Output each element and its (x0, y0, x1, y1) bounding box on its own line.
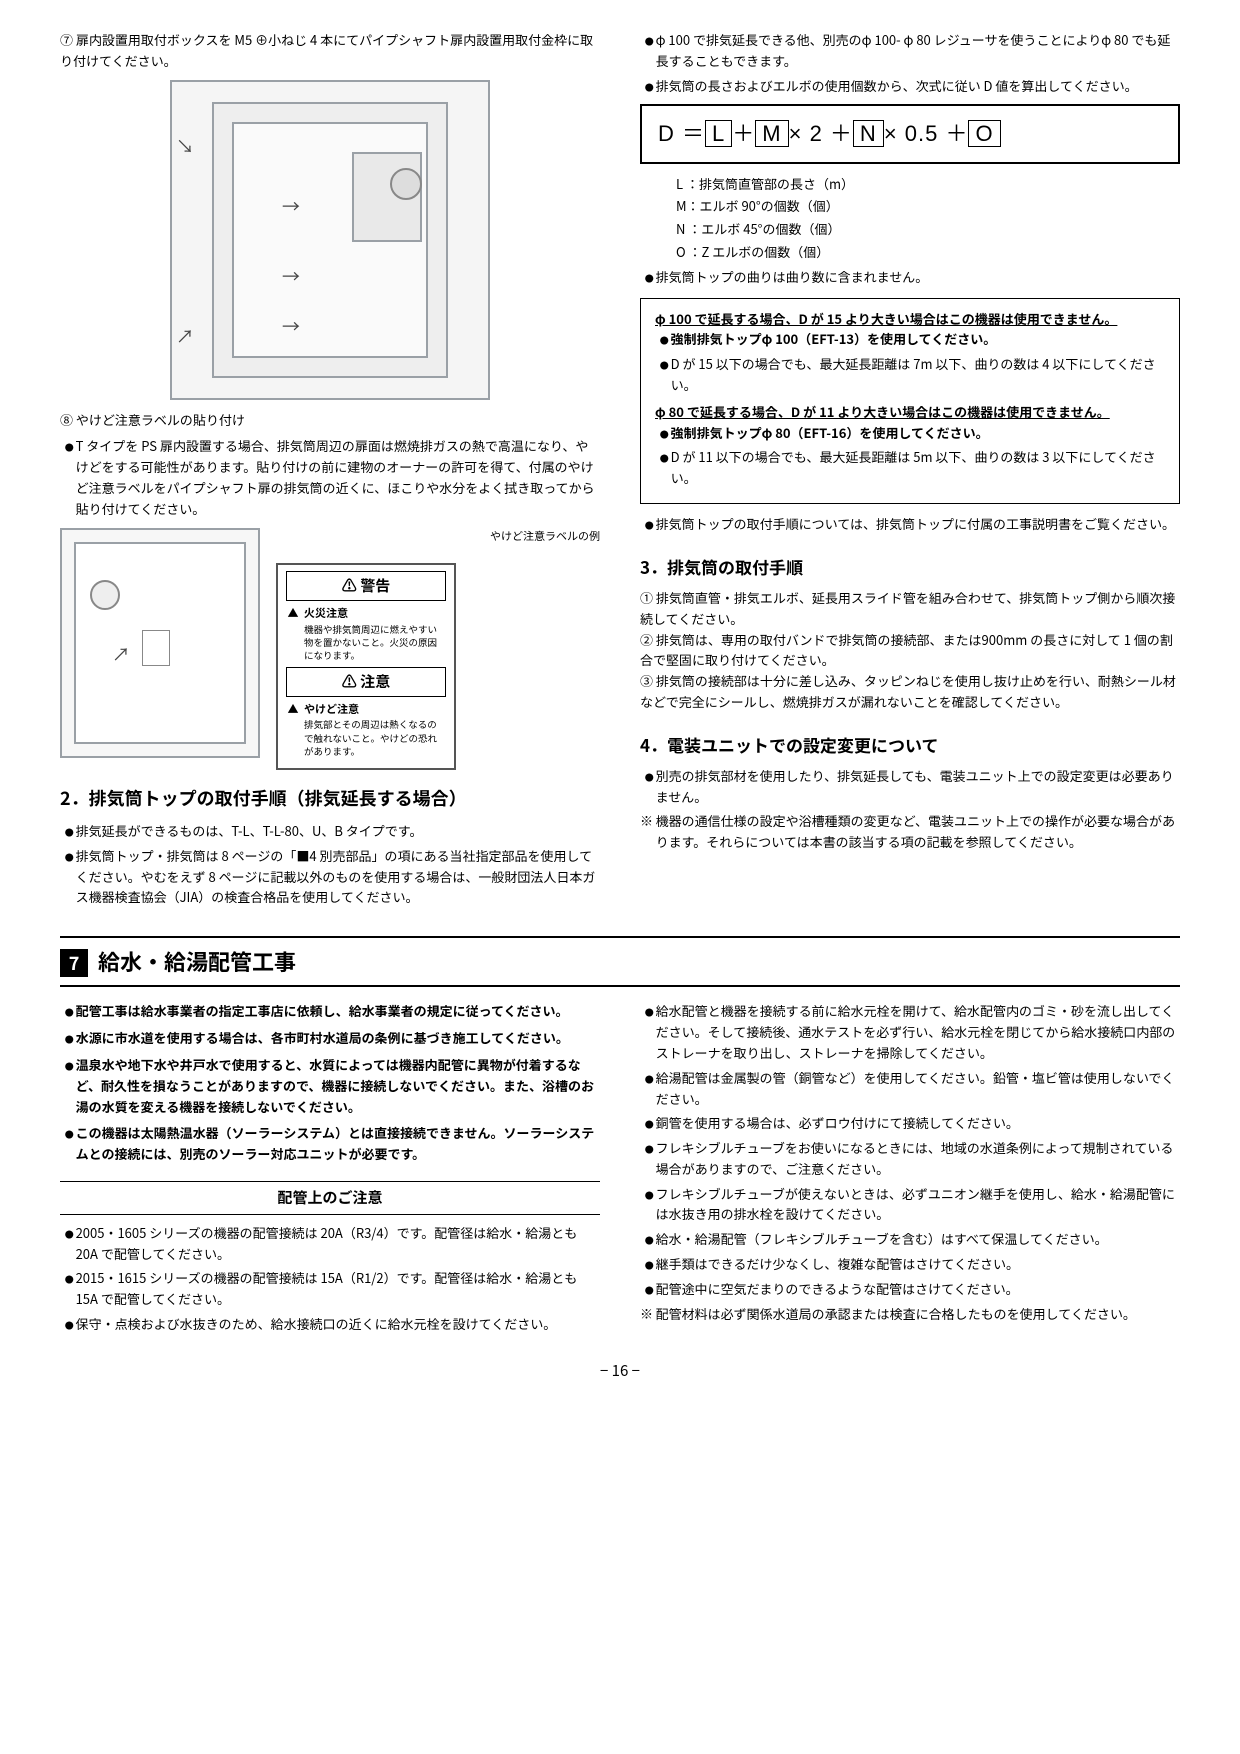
step-8-bullet: T タイプを PS 扉内設置する場合、排気筒周辺の扉面は燃焼排ガスの熱で高温にな… (76, 436, 600, 519)
sec7-right: 給水配管と機器を接続する前に給水元栓を開けて、給水配管内のゴミ・砂を流し出してく… (640, 1001, 1180, 1339)
list-item: 温泉水や地下水や井戸水で使用すると、水質によっては機器内配管に異物が付着するなど… (76, 1055, 600, 1117)
box-b2: D が 15 以下の場合でも、最大延長距離は 7m 以下、曲りの数は 4 以下に… (671, 354, 1165, 396)
formula-box: D ＝L＋M× 2 ＋N× 0.5 ＋O (640, 104, 1180, 163)
list-item: 給湯配管は金属製の管（銅管など）を使用してください。鉛管・塩ビ管は使用しないでく… (656, 1068, 1180, 1110)
section-7-title: 給水・給湯配管工事 (98, 945, 296, 977)
mounting-box-diagram: ↘ ↗ → → → (170, 80, 490, 400)
formula-note: 排気筒トップの曲りは曲り数に含まれません。 (656, 267, 1180, 288)
sec7-left-bullets: 2005・1605 シリーズの機器の配管接続は 20A（R3/4）です。配管径は… (60, 1223, 600, 1335)
sec7-left-bold-list: 配管工事は給水事業者の指定工事店に依頼し、給水事業者の規定に従ってください。水源… (60, 1001, 600, 1165)
sec2-bullet-1: 排気延長ができるものは、T-L、T-L-80、U、B タイプです。 (76, 821, 600, 842)
page-number: − 16 − (60, 1359, 1180, 1383)
box-underline-2: φ 80 で延長する場合、D が 11 より大きい場合はこの機器は使用できません… (655, 402, 1165, 423)
list-item: 水源に市水道を使用する場合は、各市町村水道局の条例に基づき施工してください。 (76, 1028, 600, 1049)
section-7-number: 7 (60, 949, 88, 977)
box-b4: D が 11 以下の場合でも、最大延長距離は 5m 以下、曲りの数は 3 以下に… (671, 447, 1165, 489)
step-8-title: ⑧ やけど注意ラベルの貼り付け (60, 410, 600, 431)
after-box-bullet: 排気筒トップの取付手順については、排気筒トップに付属の工事説明書をご覧ください。 (656, 514, 1180, 535)
list-item: 保守・点検および水抜きのため、給水接続口の近くに給水元栓を設けてください。 (76, 1314, 600, 1335)
box-underline-1: φ 100 で延長する場合、D が 15 より大きい場合はこの機器は使用できませ… (655, 309, 1165, 330)
list-item: 2005・1605 シリーズの機器の配管接続は 20A（R3/4）です。配管径は… (76, 1223, 600, 1265)
label-example-row: ↗ やけど注意ラベルの例 ⚠ 警告 ▲火災注意 機器や排気筒周辺に燃えやすい物を… (60, 528, 600, 771)
exhaust-conditions-box: φ 100 で延長する場合、D が 15 より大きい場合はこの機器は使用できませ… (640, 298, 1180, 504)
list-item: フレキシブルチューブが使えないときは、必ずユニオン継手を使用し、給水・給湯配管に… (656, 1184, 1180, 1226)
step-8-bullets: T タイプを PS 扉内設置する場合、排気筒周辺の扉面は燃焼排ガスの熱で高温にな… (60, 436, 600, 519)
warning-sub: ▲火災注意 (286, 605, 446, 623)
section-2-bullets: 排気延長ができるものは、T-L、T-L-80、U、B タイプです。 排気筒トップ… (60, 821, 600, 908)
list-item: 銅管を使用する場合は、必ずロウ付けにて接続してください。 (656, 1113, 1180, 1134)
caution-sub-text: やけど注意 (304, 701, 359, 719)
sec7-right-note: 配管材料は必ず関係水道局の承認または検査に合格したものを使用してください。 (640, 1304, 1180, 1325)
top-right-b2: 排気筒の長さおよびエルボの使用個数から、次式に従い D 値を算出してください。 (656, 76, 1180, 97)
page: ⑦ 扉内設置用取付ボックスを M5 ⊕小ねじ 4 本にてパイプシャフト扉内設置用… (60, 30, 1180, 1383)
door-diagram: ↗ (60, 528, 260, 758)
top-right-b1: φ 100 で排気延長できる他、別売のφ 100- φ 80 レジューサを使うこ… (656, 30, 1180, 72)
list-item: 2015・1615 シリーズの機器の配管接続は 15A（R1/2）です。配管径は… (76, 1268, 600, 1310)
section-2-heading: 2．排気筒トップの取付手順（排気延長する場合） (60, 784, 600, 813)
legend-O: O ：Z エルボの個数（個） (676, 242, 1180, 263)
legend-N: N ：エルボ 45°の個数（個） (676, 219, 1180, 240)
caution-text: 排気部とその周辺は熱くなるので触れないこと。やけどの恐れがあります。 (286, 718, 446, 758)
legend-M: M：エルボ 90°の個数（個） (676, 196, 1180, 217)
caution-label-box: ⚠ 警告 ▲火災注意 機器や排気筒周辺に燃えやすい物を置かないこと。火災の原因に… (276, 563, 456, 770)
section-7-bar: 7 給水・給湯配管工事 (60, 936, 1180, 987)
sec2-bullet-2: 排気筒トップ・排気筒は 8 ページの「■4 別売部品」の項にある当社指定部品を使… (76, 846, 600, 908)
section-4-heading: 4．電装ユニットでの設定変更について (640, 731, 1180, 758)
sec4-b1: 別売の排気部材を使用したり、排気延長しても、電装ユニット上での設定変更は必要あり… (656, 766, 1180, 808)
box-b1: 強制排気トップφ 100（EFT-13）を使用してください。 (671, 329, 1165, 350)
sec7-right-bullets: 給水配管と機器を接続する前に給水元栓を開けて、給水配管内のゴミ・砂を流し出してく… (640, 1001, 1180, 1299)
step-7: ⑦ 扉内設置用取付ボックスを M5 ⊕小ねじ 4 本にてパイプシャフト扉内設置用… (60, 30, 600, 72)
warning-sub-text: 火災注意 (304, 605, 348, 623)
sec3-1: ① 排気筒直管・排気エルボ、延長用スライド管を組み合わせて、排気筒トップ側から順… (640, 588, 1180, 630)
right-column: φ 100 で排気延長できる他、別売のφ 100- φ 80 レジューサを使うこ… (640, 30, 1180, 912)
section-7-columns: 配管工事は給水事業者の指定工事店に依頼し、給水事業者の規定に従ってください。水源… (60, 1001, 1180, 1339)
label-example-caption: やけど注意ラベルの例 (276, 528, 600, 546)
legend-L: L ：排気筒直管部の長さ（m） (676, 174, 1180, 195)
box-b3: 強制排気トップφ 80（EFT-16）を使用してください。 (671, 423, 1165, 444)
left-column: ⑦ 扉内設置用取付ボックスを M5 ⊕小ねじ 4 本にてパイプシャフト扉内設置用… (60, 30, 600, 912)
formula-legend: L ：排気筒直管部の長さ（m） M：エルボ 90°の個数（個） N ：エルボ 4… (640, 174, 1180, 263)
list-item: 給水・給湯配管（フレキシブルチューブを含む）はすべて保温してください。 (656, 1229, 1180, 1250)
sec4-note: 機器の通信仕様の設定や浴槽種類の変更など、電装ユニット上での操作が必要な場合があ… (640, 811, 1180, 853)
list-item: 給水配管と機器を接続する前に給水元栓を開けて、給水配管内のゴミ・砂を流し出してく… (656, 1001, 1180, 1063)
caution-title: ⚠ 注意 (286, 667, 446, 697)
warning-title: ⚠ 警告 (286, 571, 446, 601)
sec3-3: ③ 排気筒の接続部は十分に差し込み、タッピンねじを使用し抜け止めを行い、耐熱シー… (640, 671, 1180, 713)
list-item: 継手類はできるだけ少なくし、複雑な配管はさけてください。 (656, 1254, 1180, 1275)
piping-note-title: 配管上のご注意 (60, 1181, 600, 1215)
upper-columns: ⑦ 扉内設置用取付ボックスを M5 ⊕小ねじ 4 本にてパイプシャフト扉内設置用… (60, 30, 1180, 912)
formula-note-list: 排気筒トップの曲りは曲り数に含まれません。 (640, 267, 1180, 288)
caution-sub: ▲やけど注意 (286, 701, 446, 719)
sec4-bullets: 別売の排気部材を使用したり、排気延長しても、電装ユニット上での設定変更は必要あり… (640, 766, 1180, 808)
list-item: 配管工事は給水事業者の指定工事店に依頼し、給水事業者の規定に従ってください。 (76, 1001, 600, 1022)
top-right-bullets: φ 100 で排気延長できる他、別売のφ 100- φ 80 レジューサを使うこ… (640, 30, 1180, 96)
list-item: 配管途中に空気だまりのできるような配管はさけてください。 (656, 1279, 1180, 1300)
list-item: この機器は太陽熱温水器（ソーラーシステム）とは直接接続できません。ソーラーシステ… (76, 1123, 600, 1165)
list-item: フレキシブルチューブをお使いになるときには、地域の水道条例によって規制されている… (656, 1138, 1180, 1180)
section-3-heading: 3．排気筒の取付手順 (640, 553, 1180, 580)
warning-text: 機器や排気筒周辺に燃えやすい物を置かないこと。火災の原因になります。 (286, 623, 446, 663)
sec3-2: ② 排気筒は、専用の取付バンドで排気筒の接続部、または900mm の長さに対して… (640, 630, 1180, 672)
after-box-bullets: 排気筒トップの取付手順については、排気筒トップに付属の工事説明書をご覧ください。 (640, 514, 1180, 535)
sec7-left: 配管工事は給水事業者の指定工事店に依頼し、給水事業者の規定に従ってください。水源… (60, 1001, 600, 1339)
